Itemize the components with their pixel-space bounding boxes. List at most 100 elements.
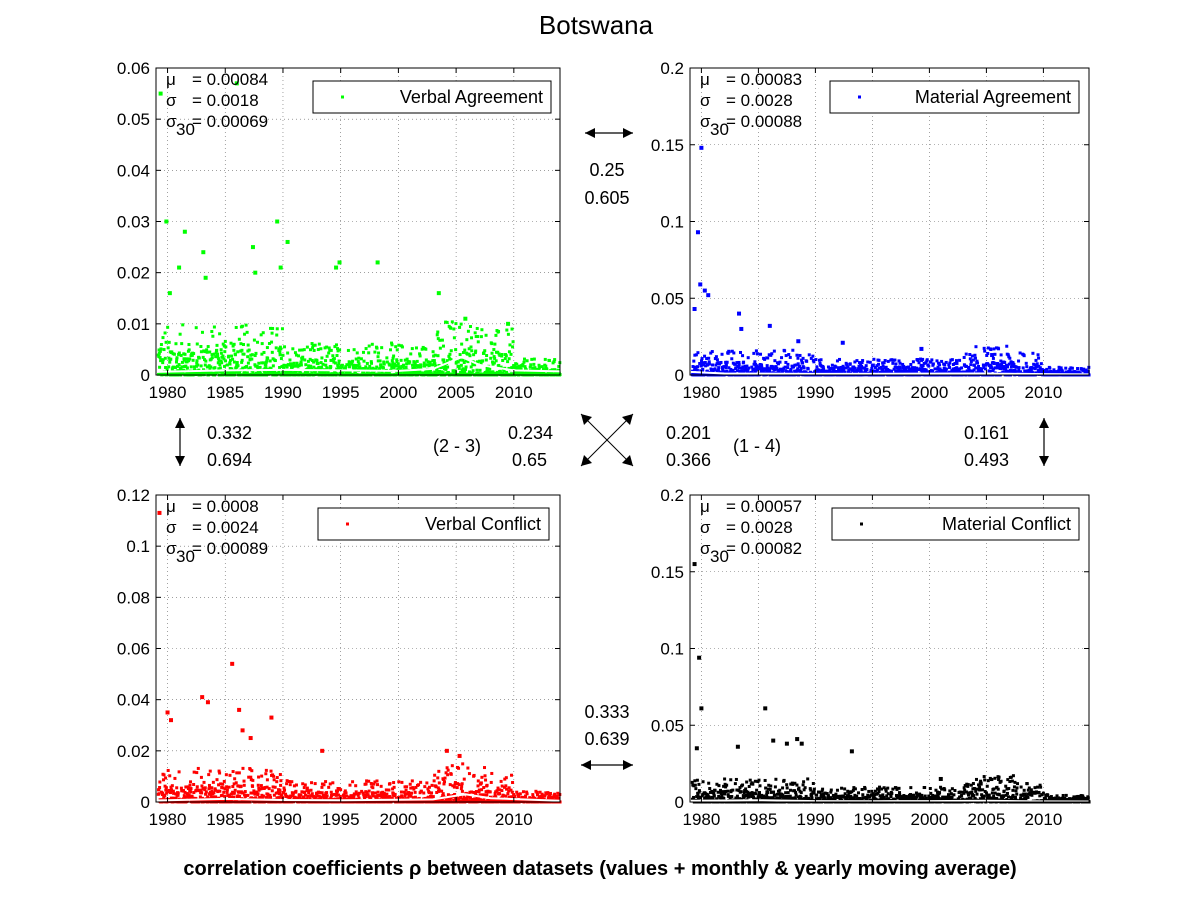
data-point (700, 794, 704, 798)
data-point (513, 364, 517, 368)
data-point (255, 790, 259, 794)
data-point (310, 342, 314, 346)
data-point (210, 795, 214, 799)
data-point (499, 779, 503, 783)
data-point (864, 364, 868, 368)
data-point (924, 370, 928, 374)
data-point (167, 788, 171, 792)
data-point (159, 347, 163, 351)
data-point (299, 793, 303, 797)
data-point (408, 360, 412, 364)
data-point (217, 769, 221, 773)
x-tick-label: 2005 (967, 383, 1005, 402)
data-point (697, 790, 701, 794)
data-point (478, 368, 482, 372)
data-point (264, 363, 268, 367)
data-point (424, 370, 428, 374)
data-point (727, 366, 731, 370)
data-point (865, 368, 869, 372)
data-point (162, 778, 166, 782)
data-point (365, 361, 369, 365)
data-point (480, 775, 484, 779)
data-point (241, 766, 245, 770)
data-point (498, 788, 502, 792)
data-point (203, 350, 207, 354)
data-point (260, 361, 264, 365)
data-point (216, 352, 220, 356)
data-point (164, 219, 169, 224)
data-point (177, 363, 181, 367)
sigma30-subscript: 30 (176, 120, 195, 139)
data-point (943, 363, 947, 367)
data-point (419, 363, 423, 367)
data-point (504, 794, 508, 798)
data-point (490, 342, 494, 346)
data-point (204, 792, 208, 796)
data-point (309, 364, 313, 368)
data-point (468, 324, 472, 328)
data-point (209, 365, 213, 369)
data-point (223, 787, 227, 791)
data-point (442, 794, 446, 798)
data-point (312, 360, 316, 364)
data-point (958, 358, 962, 362)
data-point (181, 323, 185, 327)
data-point (910, 366, 914, 370)
data-point (1009, 365, 1013, 369)
data-point (335, 367, 339, 371)
data-point (237, 771, 241, 775)
data-point (180, 365, 184, 369)
y-tick-label: 0 (675, 366, 684, 385)
data-point (248, 366, 252, 370)
legend-label: Material Agreement (915, 87, 1071, 107)
data-point (532, 357, 536, 361)
data-point (890, 358, 894, 362)
data-point (332, 360, 336, 364)
data-point (966, 370, 970, 374)
data-point (367, 351, 371, 355)
y-tick-label: 0.04 (117, 691, 150, 710)
data-point (720, 352, 724, 356)
data-point (230, 354, 234, 358)
data-point (502, 369, 506, 373)
data-point (475, 360, 479, 364)
data-point (325, 794, 329, 798)
data-point (372, 782, 376, 786)
data-point (937, 361, 941, 365)
data-point (198, 795, 202, 799)
data-point (243, 790, 247, 794)
data-point (167, 365, 171, 369)
data-point (174, 792, 178, 796)
data-point (806, 367, 810, 371)
data-point (256, 792, 260, 796)
data-point (868, 360, 872, 364)
data-point (450, 764, 454, 768)
data-point (219, 348, 223, 352)
data-point (540, 365, 544, 369)
data-point (292, 784, 296, 788)
data-point (437, 769, 441, 773)
data-point (476, 784, 480, 788)
data-point (206, 795, 210, 799)
data-point (461, 762, 465, 766)
data-point (818, 358, 822, 362)
data-point (482, 351, 486, 355)
data-point (707, 356, 711, 360)
data-point (279, 793, 283, 797)
data-point (227, 794, 231, 798)
data-point (429, 796, 433, 800)
data-point (922, 361, 926, 365)
data-point (699, 145, 704, 150)
data-point (384, 371, 388, 375)
data-point (215, 348, 219, 352)
data-point (325, 366, 329, 370)
data-point (178, 332, 182, 336)
data-point (219, 359, 223, 363)
data-point (260, 793, 264, 797)
data-point (968, 353, 972, 357)
data-point (454, 322, 458, 326)
data-point (531, 795, 535, 799)
data-point (449, 326, 453, 330)
data-point (557, 364, 561, 368)
data-point (906, 365, 910, 369)
